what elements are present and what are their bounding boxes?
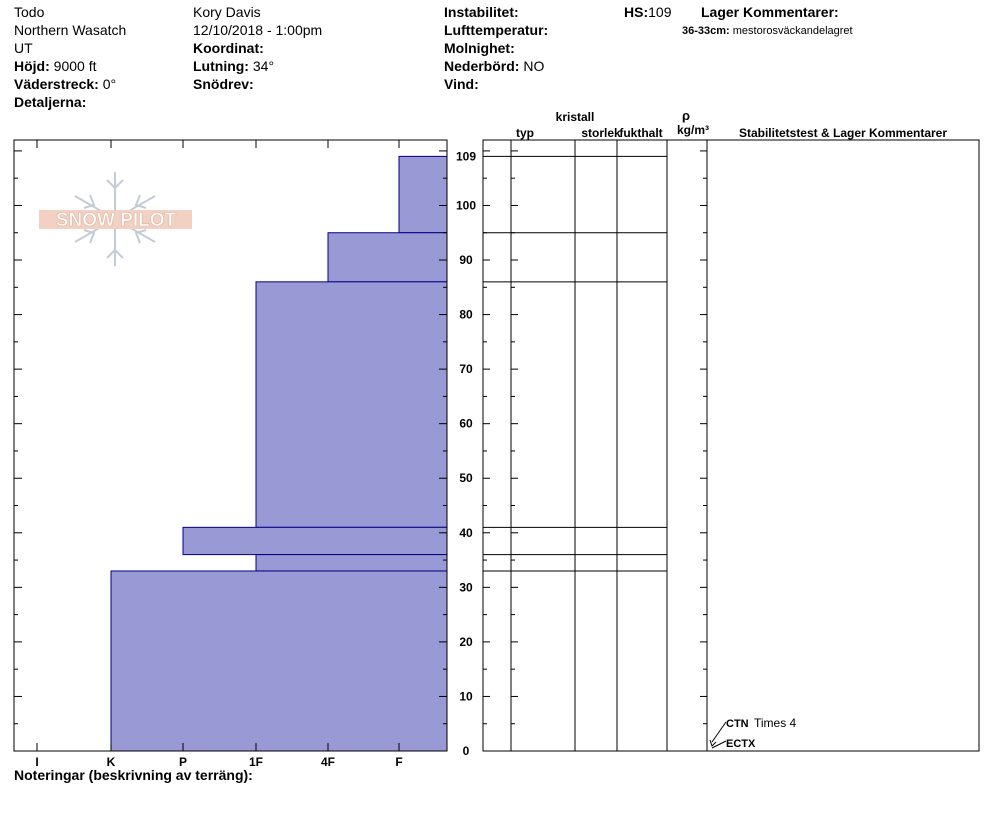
hardness-tick-label: K [107,755,116,769]
hardness-tick-label: I [35,755,38,769]
ectx-leader [711,740,727,749]
stability-tests: CTN Times 4 ECTX [709,716,797,750]
datetime: 12/10/2018 - 1:00pm [193,22,323,38]
column-stability-header: Stabilitetstest & Lager Kommentarer [739,126,947,140]
test-ctn-label: CTN [726,718,749,730]
layer-grid [482,139,980,752]
aspect-value: 0° [102,76,117,92]
layer-comments-label: Lager Kommentarer: [701,4,839,20]
air-temp-label: Lufttemperatur: [444,22,549,38]
hs-value: 109 [648,4,672,20]
depth-tick-label: 40 [459,526,473,540]
depth-tick-label: 109 [456,149,476,163]
test-ectx-label: ECTX [726,738,756,750]
sky-label: Molnighet: [444,40,515,56]
layer-comment-depth: 36-33cm: [682,25,730,37]
coords-label: Koordinat: [193,40,264,56]
depth-tick-label: 20 [459,635,473,649]
test-ctn-detail: Times 4 [754,716,797,730]
column-crystal-header: kristall [556,110,595,124]
slope-label: Lutning: [193,58,249,74]
snowpilot-logo: SNOW PILOT [39,172,192,266]
precip-value: NO [523,58,545,74]
hardness-tick-label: F [395,755,402,769]
wind-loading-label: Snödrev: [193,76,254,92]
hardness-tick-label: 4F [321,755,335,769]
column-density-header: kg/m³ [677,123,709,137]
depth-tick-label: 100 [456,198,476,212]
notes-label: Noteringar (beskrivning av terräng): [14,767,253,783]
depth-tick-label: 0 [463,744,470,758]
aspect-label: Väderstreck: [14,76,99,92]
depth-tick-label: 90 [459,253,473,267]
logo-band [39,210,192,229]
hardness-bar [110,570,448,752]
ctn-leader [711,721,727,743]
slope: Lutning: 34° [193,57,274,75]
depth-tick-label: 80 [459,308,473,322]
depth-tick-label: 70 [459,362,473,376]
column-moisture-header: fukthalt [619,126,662,140]
hardness-bar [398,155,448,234]
depth-tick-label: 30 [459,580,473,594]
hardness-bar [255,554,448,572]
hardness-plot: I K P 1F 4F F 0 10 20 30 40 50 60 70 80 90 100 109 [13,139,476,769]
column-rho-header: ρ [682,108,690,123]
precip: Nederbörd: NO [444,57,544,75]
location-name: Todo [14,4,45,20]
layer-comment: 36-33cm: mestorosväckandelagret [682,22,853,40]
logo-text: SNOW PILOT [56,210,177,231]
state: UT [14,40,33,56]
hs-label: HS: [624,4,649,20]
slope-value: 34° [252,58,275,74]
precip-label: Nederbörd: [444,58,520,74]
hardness-tick-label: P [179,755,187,769]
hardness-bar [255,281,448,528]
region: Northern Wasatch [14,22,127,38]
hardness-tick-label: 1F [249,755,263,769]
details-label: Detaljerna: [14,94,87,110]
elevation: Höjd: 9000 ft [14,57,96,75]
hardness-bar [327,232,448,283]
column-type-header: typ [516,126,534,140]
instability-label: Instabilitet: [444,4,519,20]
depth-tick-label: 10 [459,689,473,703]
wind-label: Vind: [444,76,479,92]
hardness-bar [182,526,448,556]
ctn-arrow-icon [709,739,717,747]
elevation-label: Höjd: [14,58,50,74]
depth-tick-label: 50 [459,471,473,485]
layer-comment-text: mestorosväckandelagret [732,25,853,37]
depth-tick-label: 60 [459,417,473,431]
aspect: Väderstreck: 0° [14,75,116,93]
observer: Kory Davis [193,4,261,20]
hs: HS:109 [624,3,671,21]
grid-frame [482,139,980,752]
column-size-header: storlek [581,126,621,140]
elevation-value: 9000 ft [53,58,97,74]
plot-frame [13,139,448,752]
